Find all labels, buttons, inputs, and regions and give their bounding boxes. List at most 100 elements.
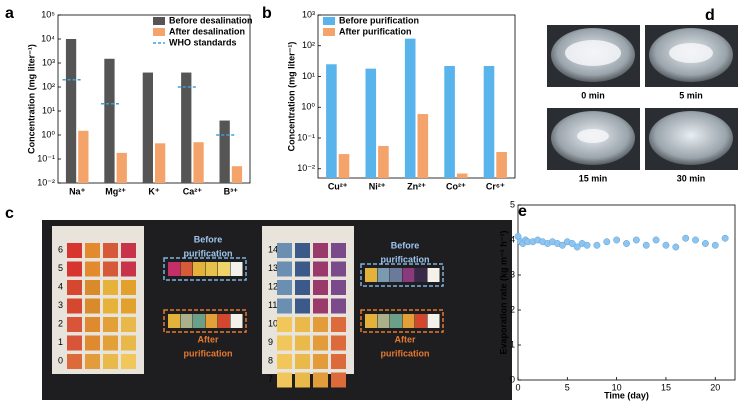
ph-number: 0 <box>58 355 63 365</box>
x-axis-label: Time (day) <box>604 390 649 400</box>
ph-swatch <box>121 298 136 314</box>
ph-swatch <box>121 243 136 258</box>
legend-swatch <box>323 17 335 25</box>
ph-swatch <box>295 317 310 332</box>
point <box>558 241 566 249</box>
legend-label: Before purification <box>339 15 419 25</box>
strip-pad <box>390 314 402 328</box>
point <box>632 236 640 244</box>
x-tick-label: 15 <box>661 382 671 392</box>
ph-swatch <box>331 335 346 351</box>
salt-crystals <box>565 40 621 66</box>
x-tick-label: Cr⁶⁺ <box>486 181 505 191</box>
ph-swatch <box>85 280 100 295</box>
ph-swatch <box>313 261 328 277</box>
ph-swatch <box>67 298 82 314</box>
y-tick-label: 10⁰ <box>301 102 315 112</box>
ph-swatch <box>313 243 328 258</box>
ph-number: 2 <box>58 318 63 328</box>
bar <box>104 58 115 183</box>
ph-swatch <box>277 317 292 332</box>
ph-swatch <box>67 354 82 369</box>
y-tick-label: 5 <box>510 199 515 209</box>
legend-swatch <box>153 28 165 36</box>
ph-swatch <box>103 317 118 332</box>
y-tick-label: 10⁵ <box>41 9 55 19</box>
point <box>642 241 650 249</box>
point <box>568 240 576 247</box>
point <box>672 243 680 251</box>
ph-swatch <box>277 261 292 277</box>
bar <box>219 120 230 183</box>
strip-frame <box>163 309 247 333</box>
y-tick-label: 1 <box>510 339 515 349</box>
y-tick-label: 10² <box>302 40 315 50</box>
strip-pad <box>218 314 230 328</box>
ph-swatch <box>85 298 100 314</box>
x-tick-label: Zn²⁺ <box>407 181 426 191</box>
ph-swatch <box>331 298 346 314</box>
plot-frame <box>317 14 516 179</box>
ph-swatch <box>103 261 118 277</box>
ph-number: 7 <box>268 374 273 384</box>
ph-swatch <box>313 298 328 314</box>
legend-label: Before desalination <box>169 15 253 25</box>
bar <box>65 39 77 183</box>
strip-pad <box>365 314 377 328</box>
x-tick-label: 20 <box>710 382 720 392</box>
strip-pad <box>230 262 243 276</box>
strip-pad <box>365 268 377 282</box>
x-tick-label: Mg²⁺ <box>105 186 126 196</box>
bar <box>496 152 507 178</box>
y-tick-label: 2 <box>510 304 515 314</box>
ph-swatch <box>103 298 118 314</box>
bar <box>231 166 243 183</box>
strip-pad <box>193 314 205 328</box>
x-tick-label: B³⁺ <box>224 186 238 196</box>
x-tick-label: 10 <box>612 382 622 392</box>
y-tick-label: 10³ <box>302 9 315 19</box>
y-tick-label: 10⁴ <box>41 33 55 43</box>
ph-swatch <box>85 354 100 369</box>
point <box>701 240 709 247</box>
ph-swatch <box>331 317 346 332</box>
point <box>573 243 581 251</box>
strip-pad <box>180 262 193 276</box>
panel-label: d <box>705 7 715 24</box>
strip-pad <box>180 314 193 328</box>
point <box>721 234 729 242</box>
ph-swatch <box>331 354 346 369</box>
y-tick-label: 10³ <box>42 57 55 67</box>
y-tick-label: 4 <box>510 234 515 244</box>
strip-pad <box>205 262 218 276</box>
ph-swatch <box>85 243 100 258</box>
salt-crystals <box>577 129 609 143</box>
ph-swatch <box>313 335 328 351</box>
ph-swatch <box>85 261 100 277</box>
legend-swatch <box>153 17 165 25</box>
bar <box>404 38 416 179</box>
ph-swatch <box>277 354 292 369</box>
strip-pad <box>168 314 180 328</box>
photo-caption: 30 min <box>677 173 706 183</box>
ph-swatch <box>295 298 310 314</box>
y-tick-label: 0 <box>510 374 515 384</box>
photo-label: Before <box>391 240 420 250</box>
point <box>662 241 670 249</box>
strip-pad <box>377 268 390 282</box>
point <box>593 241 601 249</box>
x-tick-label: Na⁺ <box>69 186 86 196</box>
point <box>652 236 660 244</box>
bar <box>456 173 468 178</box>
point <box>623 240 630 247</box>
y-tick-label: 10² <box>42 81 55 91</box>
panel-label: a <box>5 5 14 22</box>
photo-label: purification <box>184 248 233 258</box>
strip-frame <box>360 263 444 287</box>
point <box>682 234 690 242</box>
ph-swatch <box>295 372 310 388</box>
y-tick-label: 10⁻² <box>37 177 55 187</box>
x-tick-label: Cu²⁺ <box>328 181 348 191</box>
ph-number: 4 <box>58 281 63 291</box>
